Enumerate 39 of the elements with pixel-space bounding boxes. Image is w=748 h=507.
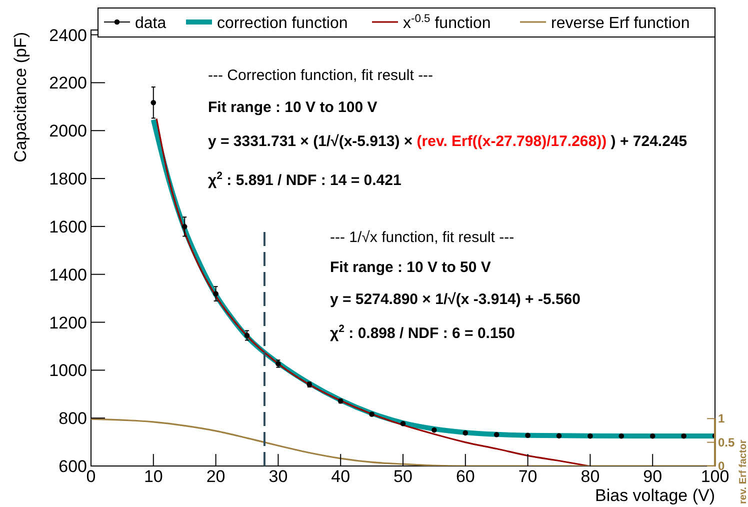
x-tick-label: 50 bbox=[394, 467, 412, 486]
y-tick-label: 1000 bbox=[49, 361, 87, 380]
legend-label: data bbox=[135, 15, 166, 32]
y2-axis-title: rev. Erf factor bbox=[738, 440, 748, 504]
x-axis-title: Bias voltage (V) bbox=[595, 486, 715, 505]
legend-label: reverse Erf function bbox=[551, 15, 690, 32]
x-tick-label: 80 bbox=[580, 467, 600, 486]
annotation: --- Correction function, fit result --- bbox=[208, 67, 434, 84]
y-tick-label: 600 bbox=[58, 457, 87, 476]
y-tick-label: 1800 bbox=[49, 170, 87, 189]
y-tick-label: 1400 bbox=[49, 265, 87, 284]
annotation: ) + 724.245 bbox=[606, 133, 688, 150]
x-tick-label: 70 bbox=[518, 467, 538, 486]
y-tick-label: 2000 bbox=[49, 122, 87, 141]
x-tick-label: 20 bbox=[206, 467, 226, 486]
y-tick-label: 1200 bbox=[49, 313, 87, 332]
y-axis-title: Capacitance (pF) bbox=[11, 32, 30, 162]
x-tick-label: 40 bbox=[331, 467, 350, 486]
y2-tick-label: 1 bbox=[718, 412, 725, 426]
y-tick-label: 2400 bbox=[49, 26, 87, 45]
annotation: χ$^{2}$ : 0.898 / NDF : 6 = 0.150 bbox=[330, 323, 515, 342]
y-tick-label: 1600 bbox=[49, 217, 87, 236]
y-tick-label: 2200 bbox=[49, 74, 87, 93]
legend-label: x$^{-0.5}$ function bbox=[403, 13, 491, 32]
annotation: y = 3331.731 × (1/√(x-5.913) × bbox=[208, 133, 417, 150]
legend-label: correction function bbox=[217, 15, 348, 32]
x-tick-label: 10 bbox=[144, 467, 163, 486]
annotation: χ$^{2}$ : 5.891 / NDF : 14 = 0.421 bbox=[208, 170, 402, 189]
y2-tick-label: 0.5 bbox=[718, 435, 736, 450]
y-tick-label: 800 bbox=[58, 409, 87, 428]
annotation: Fit range : 10 V to 100 V bbox=[208, 99, 378, 116]
annotation: (rev. Erf((x-27.798)/17.268)) bbox=[416, 133, 607, 150]
annotation: y = 5274.890 × 1/√(x -3.914) + -5.560 bbox=[330, 291, 580, 308]
annotation: --- 1/√x function, fit result --- bbox=[330, 229, 514, 246]
x-tick-label: 0 bbox=[86, 467, 96, 486]
x-tick-label: 90 bbox=[643, 467, 662, 486]
x-tick-label: 60 bbox=[456, 467, 475, 486]
annotation: Fit range : 10 V to 50 V bbox=[330, 259, 491, 276]
x-tick-label: 30 bbox=[268, 467, 288, 486]
